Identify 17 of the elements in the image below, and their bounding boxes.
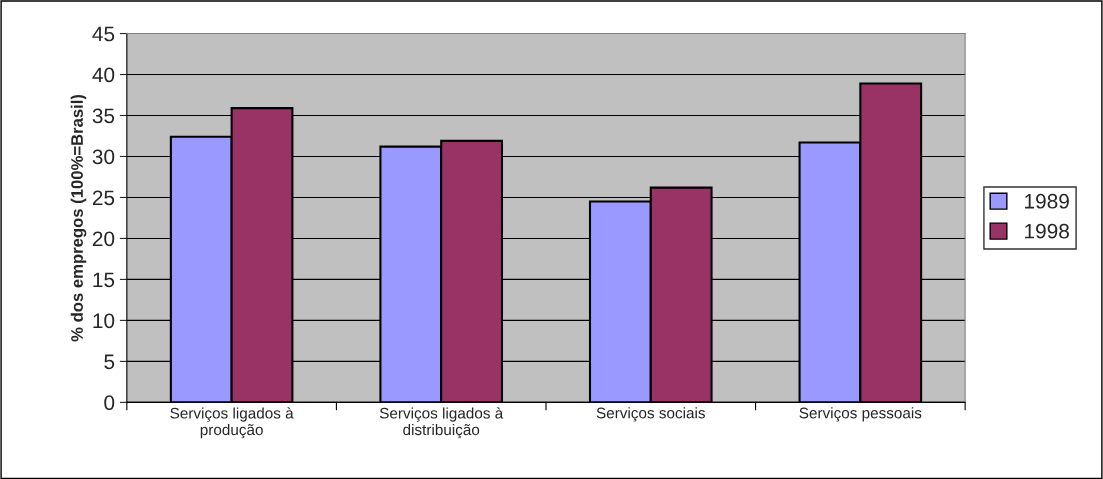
y-tick-label: 10 <box>93 313 115 329</box>
y-tick-label: 45 <box>92 26 115 42</box>
x-tick-label: Serviços sociais <box>596 407 705 422</box>
y-axis-title: % dos empregos (100%=Brasil) <box>70 94 87 342</box>
y-tick-label: 15 <box>93 272 115 288</box>
y-tick-label: 40 <box>92 67 115 83</box>
x-tick-label: Serviços ligados à produção <box>170 407 294 439</box>
y-tick-label: 35 <box>92 108 115 124</box>
legend-label: 1998 <box>1025 223 1069 239</box>
y-tick-label: 0 <box>104 395 115 411</box>
y-tick-label: 30 <box>92 149 115 165</box>
y-tick-label: 20 <box>92 231 115 247</box>
legend-label: 1989 <box>1025 193 1069 209</box>
x-tick-label: Serviços ligados à distribuição <box>379 407 504 439</box>
y-tick-label: 5 <box>104 354 115 370</box>
x-tick-label: Serviços pessoais <box>799 407 922 422</box>
y-tick-label: 25 <box>92 190 115 206</box>
